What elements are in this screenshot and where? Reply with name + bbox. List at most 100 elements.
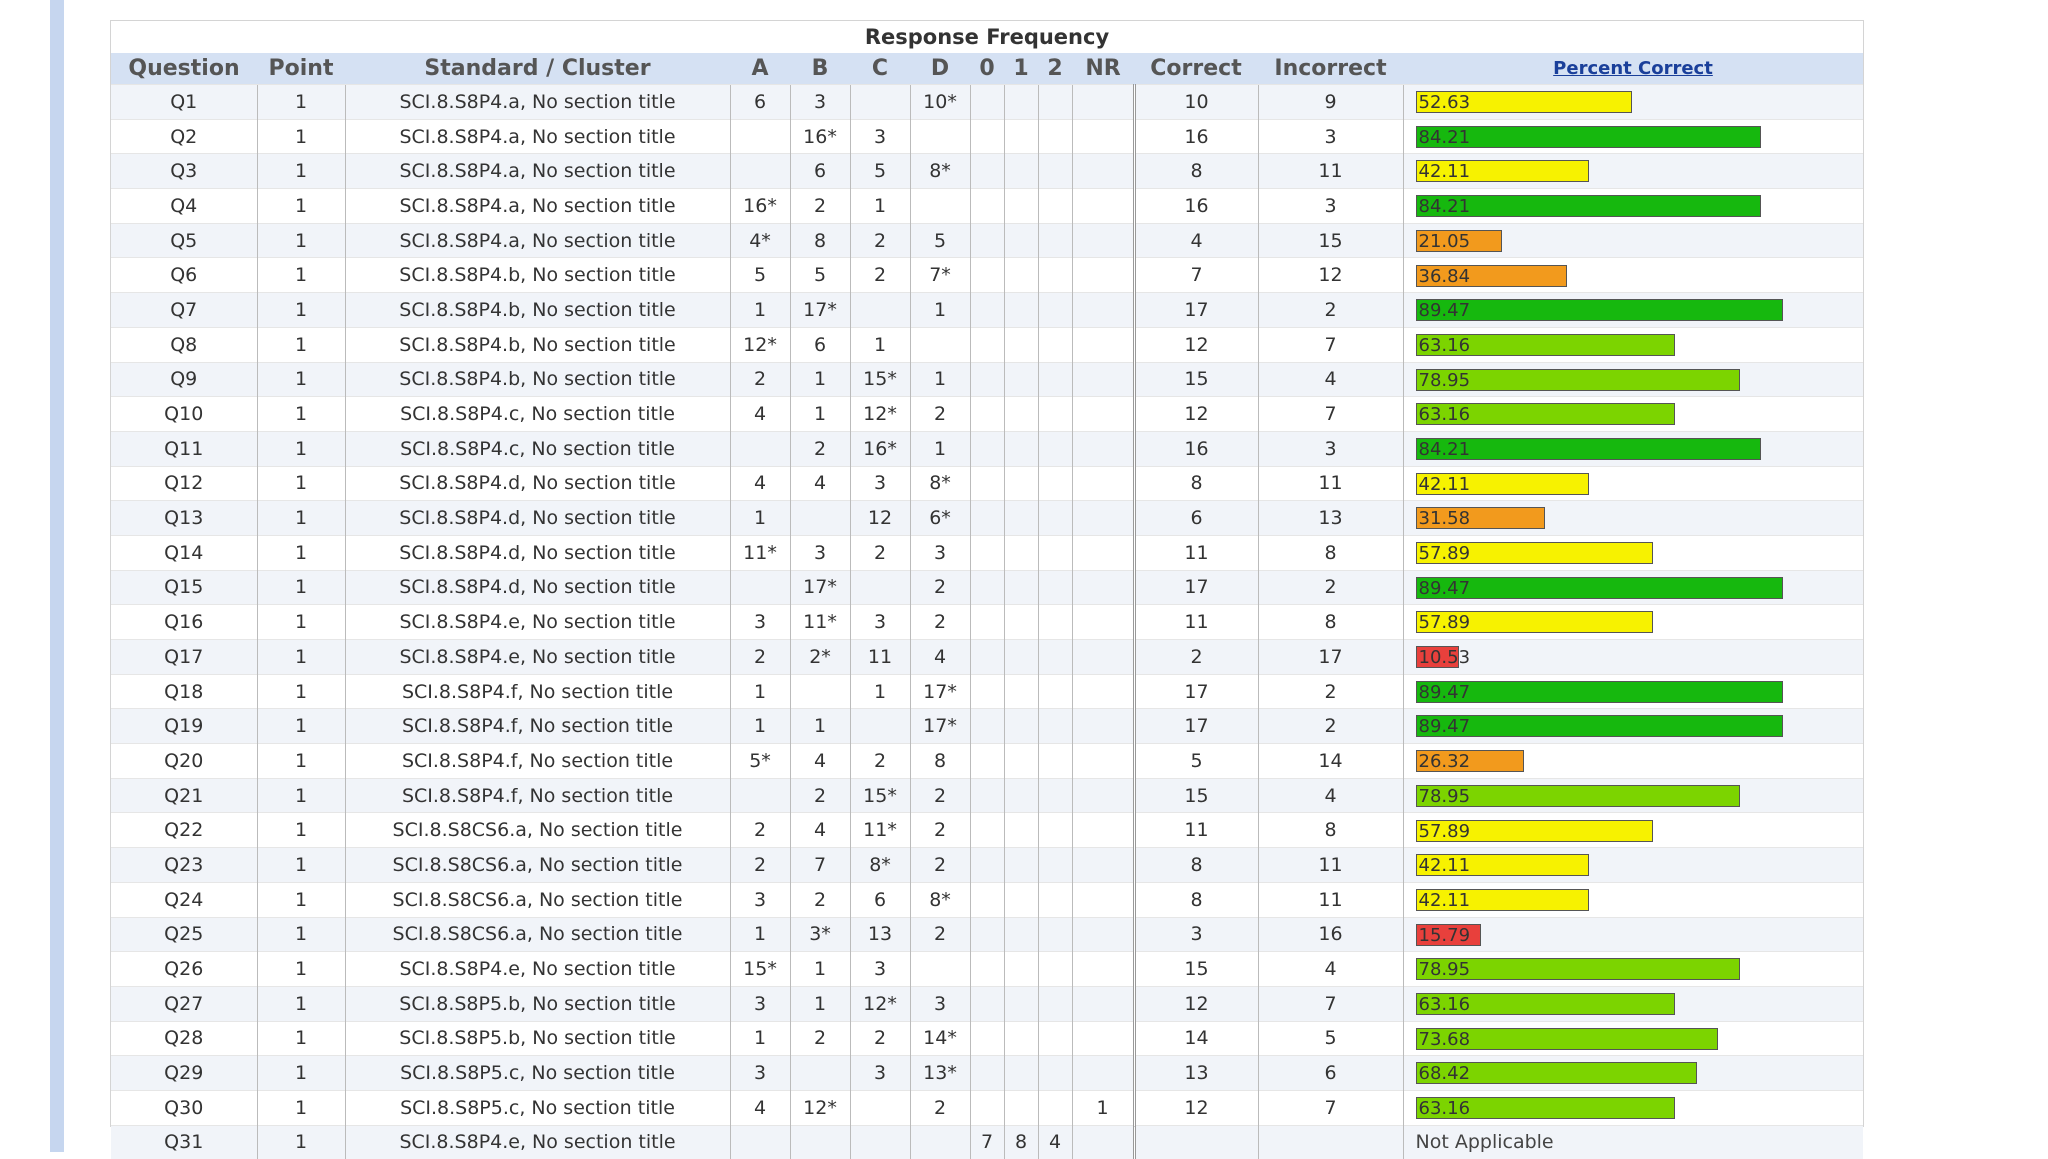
question-cell: Q24 xyxy=(111,882,257,917)
percent-correct-cell: 89.47 xyxy=(1403,570,1863,605)
answer-d-cell: 8 xyxy=(910,744,970,779)
score-1-cell xyxy=(1004,501,1038,536)
answer-d-cell xyxy=(910,327,970,362)
nr-cell xyxy=(1072,674,1134,709)
correct-cell: 15 xyxy=(1134,778,1258,813)
answer-d-cell: 14* xyxy=(910,1021,970,1056)
standard-cell: SCI.8.S8CS6.a, No section title xyxy=(345,917,730,952)
point-cell: 1 xyxy=(257,848,345,883)
answer-d-cell: 2 xyxy=(910,848,970,883)
score-2-cell xyxy=(1038,848,1072,883)
correct-cell: 15 xyxy=(1134,952,1258,987)
percent-correct-cell: 84.21 xyxy=(1403,431,1863,466)
answer-c-cell: 11* xyxy=(850,813,910,848)
score-2-cell xyxy=(1038,85,1072,120)
header-standard: Standard / Cluster xyxy=(345,53,730,85)
point-cell: 1 xyxy=(257,189,345,224)
percent-correct-sort-link[interactable]: Percent Correct xyxy=(1553,58,1713,79)
answer-b-cell: 1 xyxy=(790,986,850,1021)
answer-b-cell: 11* xyxy=(790,605,850,640)
point-cell: 1 xyxy=(257,778,345,813)
answer-b-cell: 2 xyxy=(790,189,850,224)
score-0-cell xyxy=(970,1056,1004,1091)
correct-cell: 17 xyxy=(1134,570,1258,605)
percent-correct-bar: 89.47 xyxy=(1416,299,1783,321)
answer-c-cell: 5 xyxy=(850,154,910,189)
answer-a-cell xyxy=(730,154,790,189)
answer-b-cell: 6 xyxy=(790,327,850,362)
nr-cell xyxy=(1072,501,1134,536)
point-cell: 1 xyxy=(257,223,345,258)
question-cell: Q15 xyxy=(111,570,257,605)
question-cell: Q28 xyxy=(111,1021,257,1056)
score-0-cell xyxy=(970,952,1004,987)
correct-cell: 16 xyxy=(1134,119,1258,154)
percent-correct-bar: 63.16 xyxy=(1416,1097,1675,1119)
answer-c-cell: 11 xyxy=(850,640,910,675)
percent-correct-cell: 63.16 xyxy=(1403,327,1863,362)
standard-cell: SCI.8.S8P4.f, No section title xyxy=(345,674,730,709)
standard-cell: SCI.8.S8P5.b, No section title xyxy=(345,986,730,1021)
incorrect-cell: 2 xyxy=(1258,570,1403,605)
question-cell: Q31 xyxy=(111,1125,257,1159)
score-1-cell xyxy=(1004,744,1038,779)
incorrect-cell: 2 xyxy=(1258,709,1403,744)
point-cell: 1 xyxy=(257,744,345,779)
percent-correct-bar: 89.47 xyxy=(1416,681,1783,703)
answer-a-cell: 12* xyxy=(730,327,790,362)
standard-cell: SCI.8.S8P4.a, No section title xyxy=(345,85,730,120)
header-percent-correct[interactable]: Percent Correct xyxy=(1403,53,1863,85)
score-2-cell xyxy=(1038,223,1072,258)
nr-cell: 1 xyxy=(1072,1090,1134,1125)
incorrect-cell: 11 xyxy=(1258,882,1403,917)
answer-c-cell xyxy=(850,570,910,605)
score-0-cell xyxy=(970,848,1004,883)
nr-cell xyxy=(1072,570,1134,605)
question-cell: Q21 xyxy=(111,778,257,813)
answer-d-cell: 8* xyxy=(910,882,970,917)
answer-c-cell xyxy=(850,85,910,120)
correct-cell: 16 xyxy=(1134,431,1258,466)
answer-a-cell: 4 xyxy=(730,466,790,501)
nr-cell xyxy=(1072,1125,1134,1159)
score-2-cell xyxy=(1038,431,1072,466)
score-2-cell xyxy=(1038,1021,1072,1056)
correct-cell: 4 xyxy=(1134,223,1258,258)
point-cell: 1 xyxy=(257,362,345,397)
point-cell: 1 xyxy=(257,1021,345,1056)
percent-correct-cell: 63.16 xyxy=(1403,397,1863,432)
answer-b-cell: 5 xyxy=(790,258,850,293)
question-cell: Q26 xyxy=(111,952,257,987)
answer-d-cell: 2 xyxy=(910,397,970,432)
answer-d-cell: 5 xyxy=(910,223,970,258)
nr-cell xyxy=(1072,431,1134,466)
answer-a-cell: 3 xyxy=(730,986,790,1021)
answer-b-cell xyxy=(790,674,850,709)
nr-cell xyxy=(1072,535,1134,570)
answer-b-cell: 17* xyxy=(790,293,850,328)
score-0-cell xyxy=(970,535,1004,570)
question-cell: Q14 xyxy=(111,535,257,570)
percent-correct-cell: 57.89 xyxy=(1403,813,1863,848)
point-cell: 1 xyxy=(257,119,345,154)
answer-b-cell: 4 xyxy=(790,813,850,848)
answer-a-cell: 1 xyxy=(730,917,790,952)
score-0-cell xyxy=(970,813,1004,848)
score-2-cell xyxy=(1038,813,1072,848)
score-0-cell xyxy=(970,223,1004,258)
standard-cell: SCI.8.S8P4.d, No section title xyxy=(345,466,730,501)
correct-cell: 8 xyxy=(1134,154,1258,189)
percent-correct-cell: 26.32 xyxy=(1403,744,1863,779)
percent-correct-cell: 73.68 xyxy=(1403,1021,1863,1056)
score-1-cell xyxy=(1004,709,1038,744)
